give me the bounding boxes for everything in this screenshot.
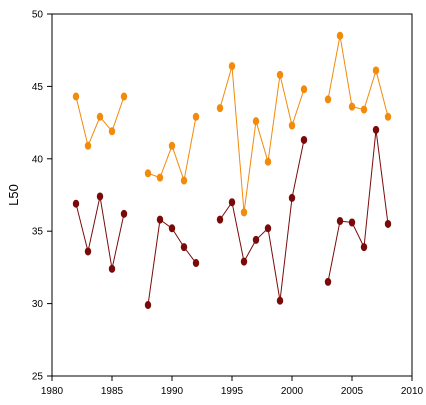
data-point xyxy=(252,117,260,126)
x-tick-label: 2000 xyxy=(281,386,304,397)
data-point xyxy=(300,135,308,144)
y-tick-label: 45 xyxy=(32,82,44,93)
data-point xyxy=(240,208,248,217)
x-tick-label: 1985 xyxy=(101,386,124,397)
y-tick-label: 40 xyxy=(32,154,44,165)
data-point xyxy=(276,70,284,79)
x-tick-label: 1990 xyxy=(161,386,184,397)
data-point xyxy=(384,219,392,228)
data-point xyxy=(144,169,152,178)
data-point xyxy=(72,92,80,101)
data-point xyxy=(96,112,104,121)
data-point xyxy=(216,215,224,224)
data-point xyxy=(180,176,188,185)
data-point xyxy=(288,193,296,202)
data-point xyxy=(264,157,272,166)
data-point xyxy=(372,125,380,134)
data-point xyxy=(288,121,296,130)
data-point xyxy=(168,224,176,233)
y-axis: 25 30 35 40 45 50 xyxy=(32,10,52,383)
data-point xyxy=(144,301,152,310)
series-2 xyxy=(72,125,392,310)
data-point xyxy=(336,31,344,40)
x-tick-label: 2005 xyxy=(341,386,364,397)
x-tick-label: 2010 xyxy=(401,386,424,397)
data-point xyxy=(300,85,308,94)
series-line xyxy=(147,218,197,306)
series-line xyxy=(219,65,305,213)
data-point xyxy=(276,296,284,305)
series-line xyxy=(219,139,305,301)
data-point xyxy=(228,198,236,207)
y-tick-label: 30 xyxy=(32,299,44,310)
data-point xyxy=(108,127,116,136)
series-line xyxy=(75,96,125,148)
series-line xyxy=(75,196,125,269)
data-point xyxy=(192,112,200,121)
data-point xyxy=(360,105,368,114)
data-point xyxy=(180,243,188,252)
data-point xyxy=(324,95,332,104)
data-point xyxy=(264,224,272,233)
data-point xyxy=(156,173,164,182)
data-point xyxy=(348,102,356,111)
data-point xyxy=(216,104,224,113)
data-point xyxy=(252,235,260,244)
series-layer xyxy=(72,31,392,310)
data-point xyxy=(192,259,200,268)
series-1 xyxy=(72,31,392,217)
data-point xyxy=(360,243,368,252)
series-line xyxy=(327,35,389,117)
data-point xyxy=(108,264,116,273)
y-tick-label: 25 xyxy=(32,372,44,383)
data-point xyxy=(84,247,92,256)
data-point xyxy=(324,277,332,286)
data-point xyxy=(240,257,248,266)
data-point xyxy=(84,141,92,150)
data-point xyxy=(168,141,176,150)
y-tick-label: 35 xyxy=(32,227,44,238)
x-axis: 1980 1985 1990 1995 2000 2005 2010 xyxy=(41,376,424,397)
y-axis-title: L50 xyxy=(6,184,21,206)
y-tick-label: 50 xyxy=(32,10,44,21)
x-tick-label: 1980 xyxy=(41,386,64,397)
data-point xyxy=(348,218,356,227)
data-point xyxy=(120,209,128,218)
x-tick-label: 1995 xyxy=(221,386,244,397)
series-line xyxy=(327,129,389,282)
data-point xyxy=(372,66,380,75)
data-point xyxy=(96,192,104,201)
data-point xyxy=(228,62,236,71)
data-point xyxy=(72,199,80,208)
data-point xyxy=(156,215,164,224)
data-point xyxy=(120,92,128,101)
data-point xyxy=(384,112,392,121)
data-point xyxy=(336,217,344,226)
